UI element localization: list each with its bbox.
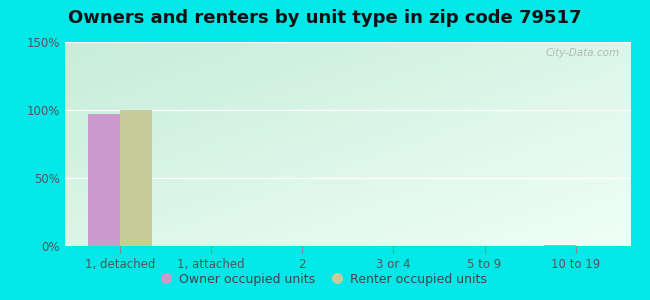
Legend: Owner occupied units, Renter occupied units: Owner occupied units, Renter occupied un…: [158, 268, 492, 291]
Text: Owners and renters by unit type in zip code 79517: Owners and renters by unit type in zip c…: [68, 9, 582, 27]
Bar: [120, 110, 151, 246]
Bar: [88, 114, 120, 246]
Text: City-Data.com: City-Data.com: [545, 48, 619, 58]
Bar: [544, 244, 576, 246]
